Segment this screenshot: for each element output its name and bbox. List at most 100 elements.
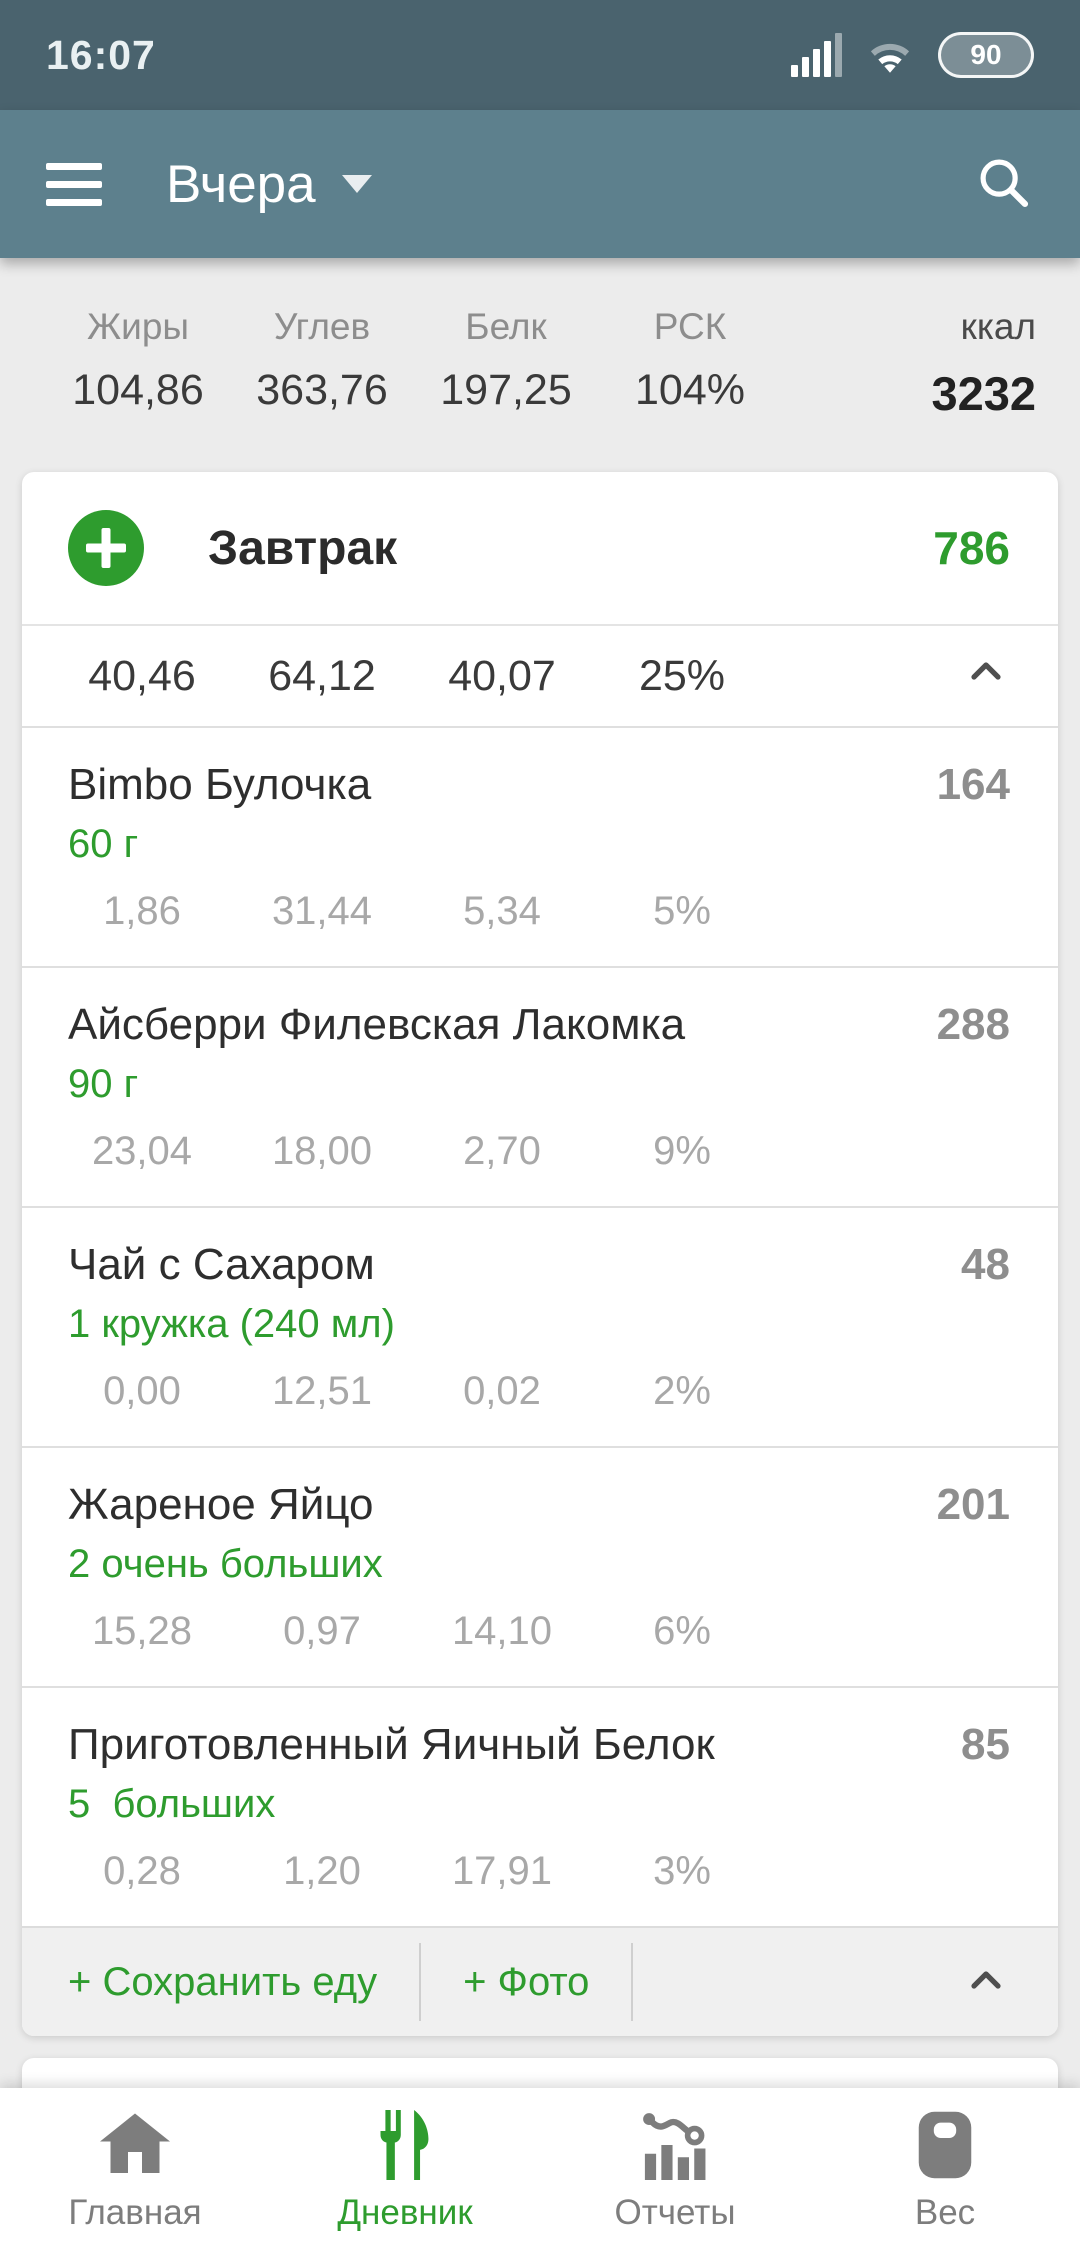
- macro-carbs: 31,44: [271, 889, 373, 933]
- chevron-up-icon: [971, 1970, 1001, 1989]
- macro-carbs: 12,51: [271, 1369, 373, 1413]
- macro-protein: 0,02: [463, 1369, 541, 1413]
- summary-label-carbs: Углев: [273, 306, 371, 347]
- menu-icon[interactable]: [46, 162, 102, 206]
- food-calories: 201: [936, 1480, 1010, 1529]
- save-meal-button[interactable]: + Сохранить еду: [68, 1959, 378, 2004]
- chevron-up-icon: [971, 661, 1001, 680]
- fork-knife-icon: [380, 2110, 429, 2180]
- food-portion: 1 кружка (240 мл): [68, 1302, 395, 1346]
- nav-label: Главная: [68, 2193, 202, 2232]
- nav-item-diary[interactable]: Дневник: [270, 2088, 540, 2248]
- add-food-button[interactable]: [68, 510, 144, 586]
- bottom-nav: Главная Дневник Отчеты Вес: [0, 2088, 1080, 2248]
- food-macros: 0,00 12,51 0,02 2%: [22, 1369, 1058, 1414]
- macro-fat: 0,28: [103, 1849, 181, 1893]
- food-macros: 15,28 0,97 14,10 6%: [22, 1609, 1058, 1654]
- nav-item-weight[interactable]: Вес: [810, 2088, 1080, 2248]
- food-portion: 2 очень больших: [68, 1542, 383, 1586]
- home-icon: [100, 2113, 170, 2173]
- total-protein: 40,07: [448, 651, 556, 700]
- meal-header-breakfast[interactable]: Завтрак 786: [22, 472, 1058, 624]
- macro-rdi: 3%: [653, 1849, 711, 1893]
- nav-label: Дневник: [337, 2193, 473, 2232]
- collapse-button[interactable]: [962, 1956, 1058, 2009]
- nav-item-reports[interactable]: Отчеты: [540, 2088, 810, 2248]
- search-button[interactable]: [972, 151, 1034, 218]
- macro-fat: 15,28: [91, 1609, 193, 1653]
- meal-calories: 786: [933, 522, 1010, 574]
- signal-icon: [791, 33, 842, 77]
- food-portion: 60 г: [68, 822, 139, 866]
- macro-carbs: 1,20: [283, 1849, 361, 1893]
- macro-carbs: 18,00: [271, 1129, 373, 1173]
- battery-icon: 90: [938, 32, 1034, 78]
- food-calories: 164: [936, 760, 1010, 809]
- food-calories: 48: [961, 1240, 1010, 1289]
- food-macros: 0,28 1,20 17,91 3%: [22, 1849, 1058, 1894]
- page-title: Вчера: [166, 154, 316, 214]
- divider: [22, 624, 1058, 626]
- total-carbs: 64,12: [268, 651, 376, 700]
- macro-protein: 14,10: [451, 1609, 553, 1653]
- meal-name: Завтрак: [208, 521, 398, 575]
- food-portion: 90 г: [68, 1062, 139, 1106]
- scale-icon: [918, 2111, 972, 2179]
- macro-fat: 23,04: [91, 1129, 193, 1173]
- total-rdi: 25%: [638, 651, 726, 700]
- food-item[interactable]: Приготовленный Яичный Белок 85 5 больших…: [22, 1686, 1058, 1894]
- macro-rdi: 9%: [653, 1129, 711, 1173]
- summary-value-fat: 104,86: [72, 366, 204, 414]
- summary-value-rdi: 104%: [635, 366, 745, 414]
- summary-label-rdi: РСК: [653, 306, 727, 347]
- macro-fat: 0,00: [103, 1369, 181, 1413]
- summary-label-kcal: ккал: [960, 306, 1036, 347]
- summary-value-protein: 197,25: [440, 366, 572, 414]
- summary-value-kcal: 3232: [931, 367, 1036, 420]
- reports-icon: [643, 2113, 706, 2180]
- status-icons: 90: [791, 32, 1034, 78]
- food-name: Жареное Яйцо: [68, 1480, 374, 1529]
- food-item[interactable]: Айсберри Филевская Лакомка 288 90 г 23,0…: [22, 966, 1058, 1174]
- search-icon: [980, 159, 1029, 207]
- total-fat: 40,46: [88, 651, 196, 700]
- divider: [419, 1943, 422, 2021]
- food-item[interactable]: Жареное Яйцо 201 2 очень больших 15,28 0…: [22, 1446, 1058, 1654]
- divider: [631, 1943, 634, 2021]
- food-calories: 288: [936, 1000, 1010, 1049]
- food-calories: 85: [961, 1720, 1010, 1769]
- macro-rdi: 5%: [653, 889, 711, 933]
- meal-totals-row: 40,46 64,12 40,07 25%: [22, 626, 1058, 726]
- food-item[interactable]: Bimbo Булочка 164 60 г 1,86 31,44 5,34 5…: [22, 726, 1058, 934]
- food-name: Айсберри Филевская Лакомка: [68, 1000, 686, 1049]
- add-photo-button[interactable]: + Фото: [463, 1959, 590, 2004]
- summary-label-fat: Жиры: [86, 306, 189, 347]
- food-name: Приготовленный Яичный Белок: [68, 1720, 715, 1769]
- macro-fat: 1,86: [103, 889, 181, 933]
- macro-protein: 5,34: [463, 889, 541, 933]
- date-selector[interactable]: Вчера: [166, 154, 372, 215]
- macro-rdi: 2%: [653, 1369, 711, 1413]
- app-bar: Вчера: [0, 110, 1080, 258]
- macro-protein: 17,91: [451, 1849, 553, 1893]
- food-macros: 23,04 18,00 2,70 9%: [22, 1129, 1058, 1174]
- nav-label: Отчеты: [614, 2193, 736, 2232]
- daily-summary: Жиры Углев Белк РСК ккал 104,86 363,76 1…: [0, 258, 1080, 464]
- nav-item-home[interactable]: Главная: [0, 2088, 270, 2248]
- summary-value-carbs: 363,76: [256, 366, 388, 414]
- meal-card-footer: + Сохранить еду + Фото: [22, 1926, 1058, 2036]
- macro-protein: 2,70: [463, 1129, 541, 1173]
- summary-label-protein: Белк: [465, 306, 547, 347]
- meal-card-breakfast: Завтрак 786 40,46 64,12 40,07 25% Bimbo …: [22, 472, 1058, 2036]
- food-name: Чай с Сахаром: [68, 1240, 375, 1289]
- collapse-button[interactable]: [962, 647, 1058, 706]
- food-macros: 1,86 31,44 5,34 5%: [22, 889, 1058, 934]
- macro-carbs: 0,97: [283, 1609, 361, 1653]
- food-portion: 5 больших: [68, 1782, 276, 1826]
- nav-label: Вес: [914, 2193, 976, 2232]
- chevron-down-icon: [341, 175, 372, 193]
- clock: 16:07: [46, 31, 156, 78]
- food-item[interactable]: Чай с Сахаром 48 1 кружка (240 мл) 0,00 …: [22, 1206, 1058, 1414]
- status-bar: 16:07 90: [0, 0, 1080, 110]
- wifi-icon: [870, 43, 910, 73]
